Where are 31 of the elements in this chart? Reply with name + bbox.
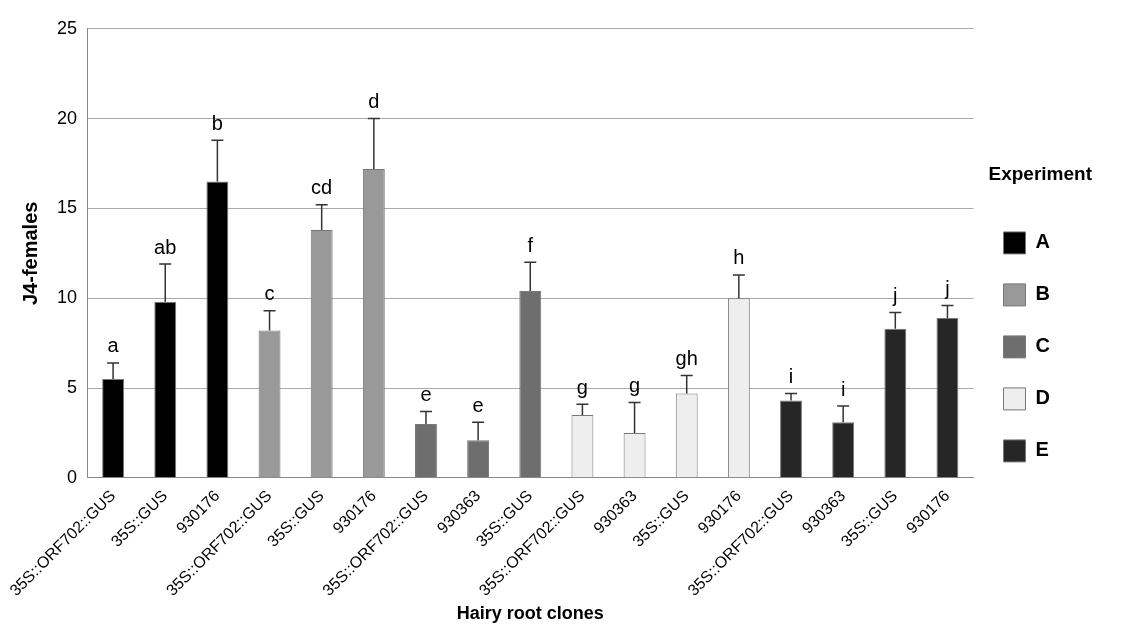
y-tick-label: 0: [67, 466, 78, 487]
data-label: cd: [311, 176, 333, 199]
data-label: g: [576, 375, 588, 398]
y-tick-label: 20: [56, 107, 78, 128]
y-tick-label: 5: [67, 377, 78, 397]
legend-title: Experiment: [988, 162, 1093, 184]
data-label: j: [892, 284, 898, 307]
y-tick-label: 25: [56, 17, 78, 38]
data-label: ab: [154, 235, 177, 258]
legend-label: E: [1035, 438, 1049, 461]
legend-label: A: [1035, 230, 1050, 253]
data-label: gh: [675, 346, 698, 369]
data-label: c: [264, 282, 275, 305]
data-label: b: [211, 111, 223, 134]
legend-label: D: [1035, 386, 1050, 409]
data-label: g: [629, 373, 641, 396]
data-label: e: [472, 393, 484, 416]
data-label: h: [733, 246, 745, 269]
y-tick-label: 10: [56, 287, 78, 308]
x-axis-title: Hairy root clones: [456, 603, 604, 624]
data-label: f: [527, 233, 534, 256]
legend-label: C: [1035, 334, 1050, 357]
data-label: e: [420, 382, 432, 405]
data-label: i: [788, 364, 794, 387]
data-label: a: [107, 334, 120, 357]
data-label: d: [368, 90, 380, 113]
data-label: i: [840, 377, 846, 400]
legend-label: B: [1035, 282, 1050, 305]
y-tick-label: 15: [56, 197, 78, 218]
data-label: j: [944, 276, 950, 299]
y-axis-title: J4-females: [18, 201, 41, 306]
